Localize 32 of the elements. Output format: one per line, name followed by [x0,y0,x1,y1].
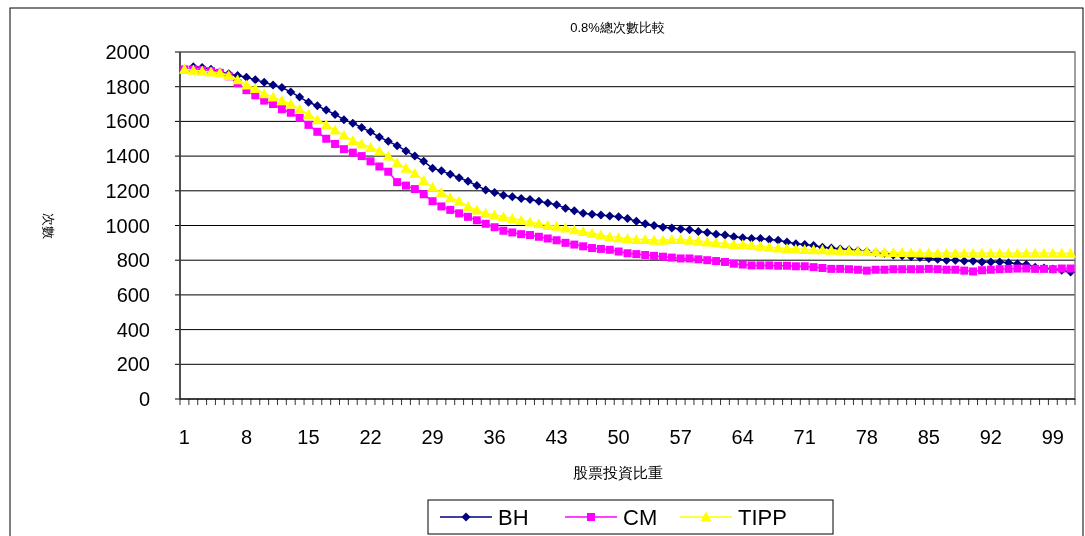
x-tick-label: 64 [731,426,754,448]
x-tick-label: 43 [545,426,568,448]
y-tick-label: 400 [116,318,150,341]
x-tick-label: 36 [483,426,506,448]
y-axis-title: 次數 [41,212,56,239]
x-tick-label: 99 [1041,426,1064,448]
y-tick-label: 800 [116,249,150,272]
x-tick-label: 57 [669,426,692,448]
y-tick-label: 200 [116,353,150,376]
legend-label: BH [498,505,529,530]
x-tick-label: 15 [297,426,320,448]
x-tick-label: 50 [607,426,630,448]
y-tick-label: 1600 [105,110,150,133]
y-tick-label: 1800 [105,75,150,98]
x-tick-label: 85 [917,426,940,448]
y-tick-label: 1000 [105,214,150,237]
x-tick-label: 29 [421,426,444,448]
x-tick-label: 22 [359,426,382,448]
y-tick-label: 1200 [105,179,150,202]
x-tick-label: 71 [793,426,816,448]
y-tick-label: 600 [116,283,150,306]
x-tick-label: 92 [979,426,1002,448]
x-axis-title: 股票投資比重 [572,464,663,481]
y-tick-label: 0 [138,388,150,410]
legend-label: CM [623,505,658,530]
x-tick-label: 8 [240,426,253,448]
y-tick-label: 1400 [105,145,150,168]
y-tick-label: 2000 [105,41,150,63]
legend-label: TIPP [738,505,787,530]
x-tick-label: 1 [178,426,190,448]
x-tick-label: 78 [855,426,878,448]
chart-title: 0.8%總次數比較 [570,20,665,35]
